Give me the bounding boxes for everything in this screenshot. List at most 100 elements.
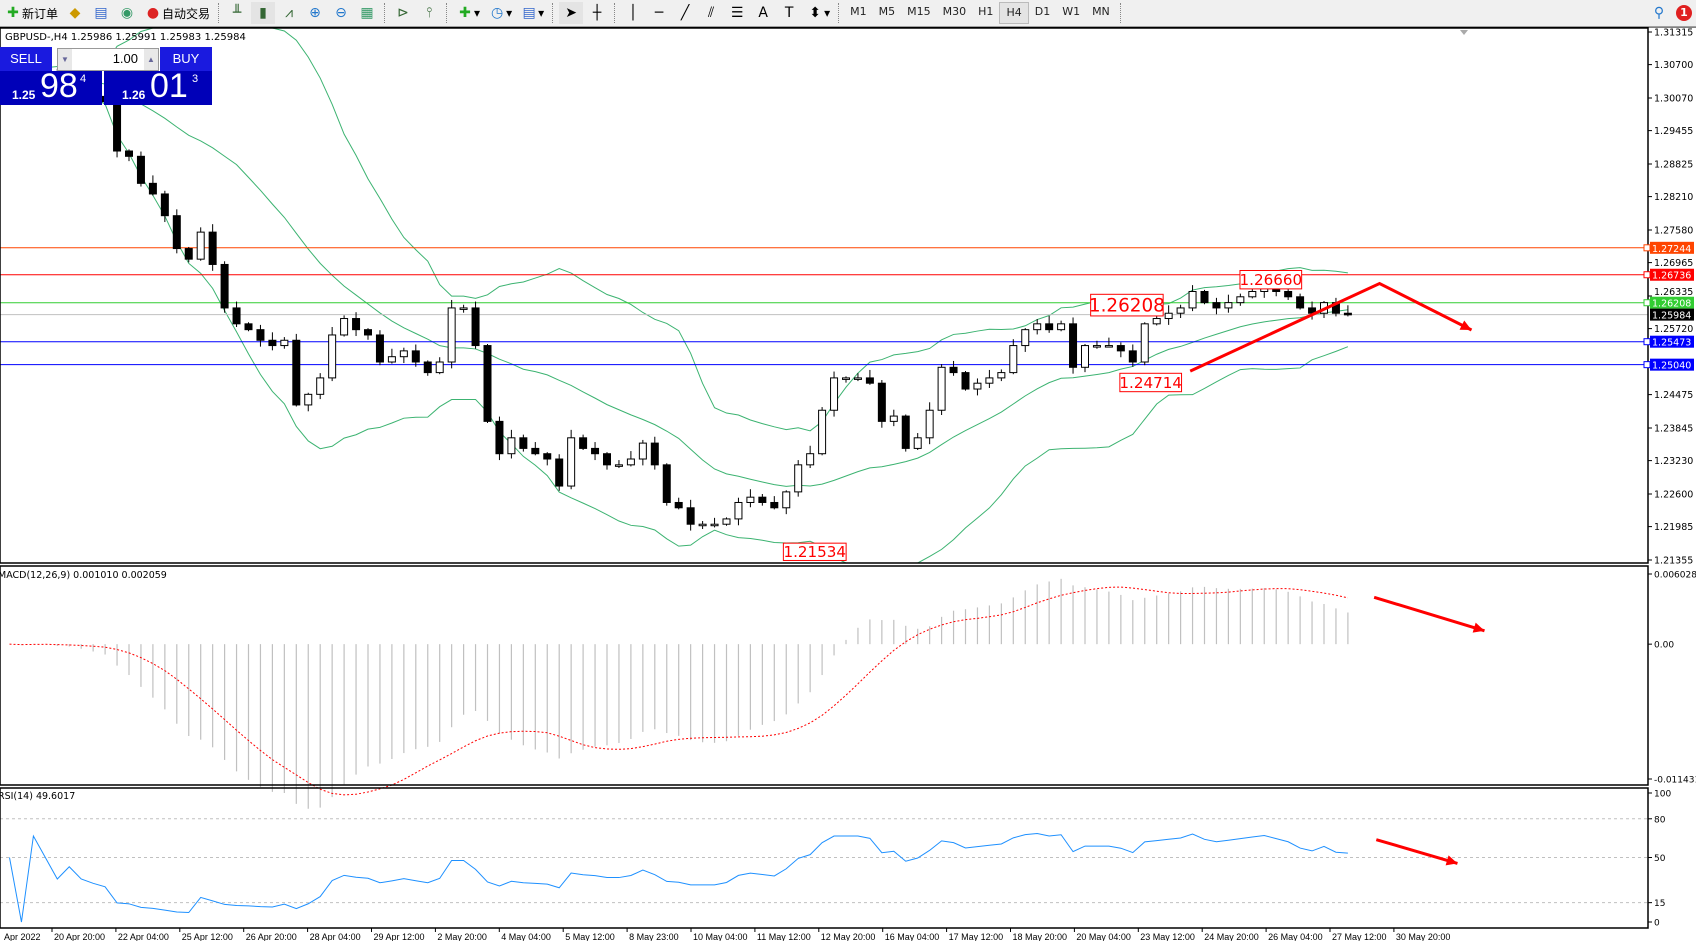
timeframe-w1[interactable]: W1: [1062, 5, 1081, 18]
timeframe-m5[interactable]: M5: [878, 5, 896, 18]
lot-size-input[interactable]: 1.00: [112, 51, 138, 66]
timeframe-mn[interactable]: MN: [1092, 5, 1110, 18]
timeframe-m30[interactable]: M30: [942, 5, 967, 18]
auto-scroll-button[interactable]: ⊳: [391, 2, 415, 24]
time-axis-label: 10 May 04:00: [693, 932, 748, 941]
candle: [925, 402, 934, 445]
time-axis-label: 24 May 20:00: [1204, 932, 1259, 941]
candle: [591, 442, 600, 461]
timeframe-m1[interactable]: M1: [850, 5, 867, 18]
candle: [1296, 293, 1305, 310]
line-chart-button[interactable]: ⩘: [277, 2, 301, 24]
time-axis-label: 28 Apr 04:00: [310, 932, 361, 941]
candlestick-button[interactable]: ▮: [251, 2, 276, 24]
market-watch-button[interactable]: ▤: [89, 2, 113, 24]
trendline-button[interactable]: ╱: [673, 2, 697, 24]
time-axis-label: 23 May 12:00: [1140, 932, 1195, 941]
separator: [614, 3, 616, 23]
candlestick-icon: ▮: [259, 5, 267, 21]
price-axis-label: 1.23845: [1654, 424, 1693, 435]
rsi-axis-label: 0: [1654, 919, 1660, 929]
candle-body: [423, 361, 432, 374]
candle: [973, 378, 982, 396]
search-button[interactable]: ⚲: [1647, 2, 1671, 24]
candle: [830, 371, 839, 417]
candle: [1224, 294, 1233, 313]
candle: [292, 333, 301, 407]
price-chart[interactable]: 1.26208 1.26660 1.24714 1.21534: [0, 27, 1648, 564]
templates-button[interactable]: ▤ ▾: [517, 2, 547, 24]
lot-size-stepper[interactable]: ▼ 1.00 ▲: [57, 48, 159, 71]
lot-decrease-button[interactable]: ▼: [58, 49, 72, 70]
candle-body: [985, 377, 994, 384]
sell-button[interactable]: SELL: [0, 47, 52, 71]
time-axis-label: 11 May 12:00: [757, 932, 811, 941]
crosshair-button[interactable]: ┼: [585, 2, 609, 24]
candle-body: [925, 409, 934, 439]
timeframe-m15[interactable]: M15: [907, 5, 931, 18]
gold-button[interactable]: ◆: [63, 2, 87, 24]
candle: [1009, 339, 1018, 375]
separator: [384, 3, 386, 23]
indicators-button[interactable]: ✚ ▾: [453, 2, 483, 24]
signal-button[interactable]: ◉: [115, 2, 139, 24]
zoom-out-button[interactable]: ⊖: [329, 2, 353, 24]
price-axis-label: 1.28210: [1654, 192, 1693, 203]
bar-chart-button[interactable]: ╨: [225, 2, 249, 24]
channel-button[interactable]: ⫽: [699, 2, 723, 24]
candle-body: [340, 318, 349, 336]
candle-body: [232, 307, 241, 325]
fibonacci-button[interactable]: ☰: [725, 2, 749, 24]
price-axis-label: 1.23230: [1654, 456, 1693, 467]
candle: [447, 299, 456, 369]
candle-body: [734, 501, 743, 520]
bid-price[interactable]: 1.25 98 4: [0, 67, 102, 105]
axes: 1.31315 1.30700 1.30070 1.29455 1.28825 1.282…: [0, 26, 1696, 941]
candle-body: [686, 507, 695, 525]
candle: [160, 190, 169, 223]
chart-shift-marker: [1460, 30, 1468, 35]
candle: [364, 328, 372, 340]
price-axis-label: 1.21355: [1654, 556, 1693, 567]
candle: [340, 315, 349, 337]
lot-increase-button[interactable]: ▲: [144, 49, 158, 70]
label-button[interactable]: T: [777, 2, 801, 24]
notification-button[interactable]: 1: [1673, 2, 1695, 24]
tile-windows-button[interactable]: ▦: [355, 2, 379, 24]
text-button[interactable]: A: [751, 2, 775, 24]
macd-panel[interactable]: [9, 578, 1485, 809]
new-order-button[interactable]: ✚ 新订单: [1, 2, 61, 24]
candle-body: [268, 339, 277, 347]
vertical-line-icon: │: [628, 5, 638, 21]
trend-arrow: [1189, 281, 1473, 373]
candle: [304, 392, 313, 412]
vertical-line-button[interactable]: │: [621, 2, 645, 24]
candle-body: [1200, 290, 1209, 304]
separator: [1119, 3, 1122, 23]
candle-body: [614, 464, 623, 467]
candle-body: [328, 334, 337, 379]
candle: [125, 149, 133, 162]
horizontal-line-button[interactable]: ─: [647, 2, 671, 24]
candle: [256, 324, 265, 347]
candle-body: [196, 231, 205, 260]
rsi-panel[interactable]: [0, 818, 1648, 923]
timeframe-h4[interactable]: H4: [999, 2, 1029, 24]
candle: [626, 451, 635, 467]
periods-button[interactable]: ◷ ▾: [485, 2, 515, 24]
auto-trading-button[interactable]: ● 自动交易: [141, 2, 213, 24]
candle: [1343, 305, 1352, 317]
candle: [1069, 317, 1078, 374]
chart-shift-button[interactable]: ⫯: [417, 2, 441, 24]
candle-body: [280, 339, 289, 347]
candle: [1128, 344, 1137, 367]
zoom-in-button[interactable]: ⊕: [303, 2, 327, 24]
ask-price[interactable]: 1.26 01 3: [104, 67, 212, 105]
price-annotation: 1.26660: [1239, 270, 1303, 290]
buy-button[interactable]: BUY: [160, 47, 212, 71]
timeframe-h1[interactable]: H1: [978, 5, 994, 18]
cursor-button[interactable]: ➤: [559, 2, 584, 24]
timeframe-d1[interactable]: D1: [1034, 5, 1051, 18]
arrows-button[interactable]: ⬍ ▾: [803, 2, 833, 24]
